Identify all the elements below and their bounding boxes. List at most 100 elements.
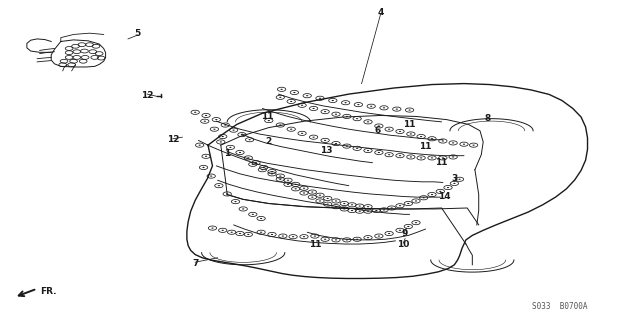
Circle shape [378, 125, 380, 127]
Circle shape [351, 204, 353, 205]
Circle shape [335, 206, 337, 207]
Circle shape [247, 234, 250, 235]
Circle shape [442, 157, 444, 159]
Circle shape [271, 234, 273, 235]
Circle shape [442, 140, 444, 142]
Circle shape [420, 157, 422, 159]
Circle shape [431, 157, 433, 159]
Circle shape [255, 162, 257, 163]
Circle shape [221, 230, 224, 231]
Circle shape [415, 222, 417, 223]
Circle shape [312, 137, 315, 138]
Circle shape [324, 239, 326, 240]
Circle shape [230, 232, 233, 233]
Circle shape [324, 140, 326, 141]
Circle shape [242, 208, 244, 210]
Circle shape [383, 107, 385, 108]
Circle shape [306, 95, 308, 96]
Circle shape [452, 142, 454, 144]
Circle shape [232, 130, 235, 131]
Circle shape [358, 205, 361, 207]
Circle shape [367, 211, 369, 212]
Circle shape [346, 145, 348, 147]
Circle shape [324, 111, 326, 112]
Circle shape [383, 209, 385, 211]
Text: 12: 12 [166, 135, 179, 144]
Circle shape [422, 197, 425, 198]
Circle shape [271, 173, 273, 174]
Text: 3: 3 [451, 174, 458, 183]
Circle shape [290, 129, 292, 130]
Text: 11: 11 [261, 112, 274, 121]
Circle shape [239, 233, 241, 234]
Circle shape [279, 175, 282, 177]
Circle shape [326, 198, 329, 199]
Text: 6: 6 [374, 126, 381, 135]
Circle shape [370, 106, 372, 107]
Circle shape [388, 129, 390, 130]
Text: 11: 11 [435, 158, 448, 167]
Circle shape [311, 191, 314, 193]
Circle shape [407, 226, 410, 227]
Text: 2: 2 [266, 137, 272, 146]
Circle shape [399, 205, 401, 206]
Circle shape [210, 175, 212, 177]
Circle shape [344, 102, 347, 103]
Circle shape [247, 157, 250, 159]
Circle shape [367, 206, 369, 207]
Circle shape [303, 188, 305, 189]
Circle shape [343, 208, 346, 210]
Text: 5: 5 [134, 29, 141, 38]
Circle shape [314, 235, 316, 237]
Circle shape [292, 236, 294, 237]
Text: FR.: FR. [40, 287, 56, 296]
Circle shape [211, 227, 214, 229]
Circle shape [220, 141, 222, 143]
Circle shape [319, 98, 321, 99]
Circle shape [335, 239, 337, 241]
Circle shape [399, 155, 401, 156]
Circle shape [261, 169, 264, 170]
Circle shape [431, 194, 433, 195]
Circle shape [205, 156, 207, 157]
Circle shape [213, 129, 216, 130]
Circle shape [335, 200, 337, 202]
Circle shape [407, 203, 410, 204]
Circle shape [204, 121, 206, 122]
Circle shape [279, 97, 282, 98]
Circle shape [215, 119, 218, 120]
Circle shape [346, 116, 348, 117]
Text: 13: 13 [320, 146, 333, 155]
Text: 11: 11 [403, 120, 416, 129]
Circle shape [248, 139, 251, 140]
Circle shape [271, 171, 273, 172]
Text: 9: 9 [401, 229, 408, 238]
Circle shape [301, 133, 303, 134]
Circle shape [396, 108, 398, 110]
Circle shape [268, 120, 270, 121]
Circle shape [205, 115, 207, 116]
Text: 11: 11 [309, 240, 322, 249]
Circle shape [367, 121, 369, 122]
Circle shape [290, 101, 292, 102]
Circle shape [326, 204, 329, 205]
Circle shape [301, 105, 303, 106]
Circle shape [346, 239, 348, 241]
Circle shape [202, 167, 205, 168]
Circle shape [453, 183, 456, 184]
Circle shape [410, 133, 412, 135]
Circle shape [221, 136, 224, 137]
Circle shape [367, 150, 369, 151]
Circle shape [447, 187, 449, 188]
Circle shape [194, 112, 196, 113]
Text: S033  B0700A: S033 B0700A [532, 302, 588, 311]
Circle shape [279, 124, 282, 126]
Circle shape [303, 236, 305, 237]
Circle shape [378, 235, 380, 237]
Circle shape [378, 152, 380, 153]
Circle shape [431, 138, 433, 139]
Text: 12: 12 [141, 91, 154, 100]
Circle shape [390, 207, 393, 209]
Circle shape [343, 203, 346, 204]
Circle shape [226, 193, 228, 195]
